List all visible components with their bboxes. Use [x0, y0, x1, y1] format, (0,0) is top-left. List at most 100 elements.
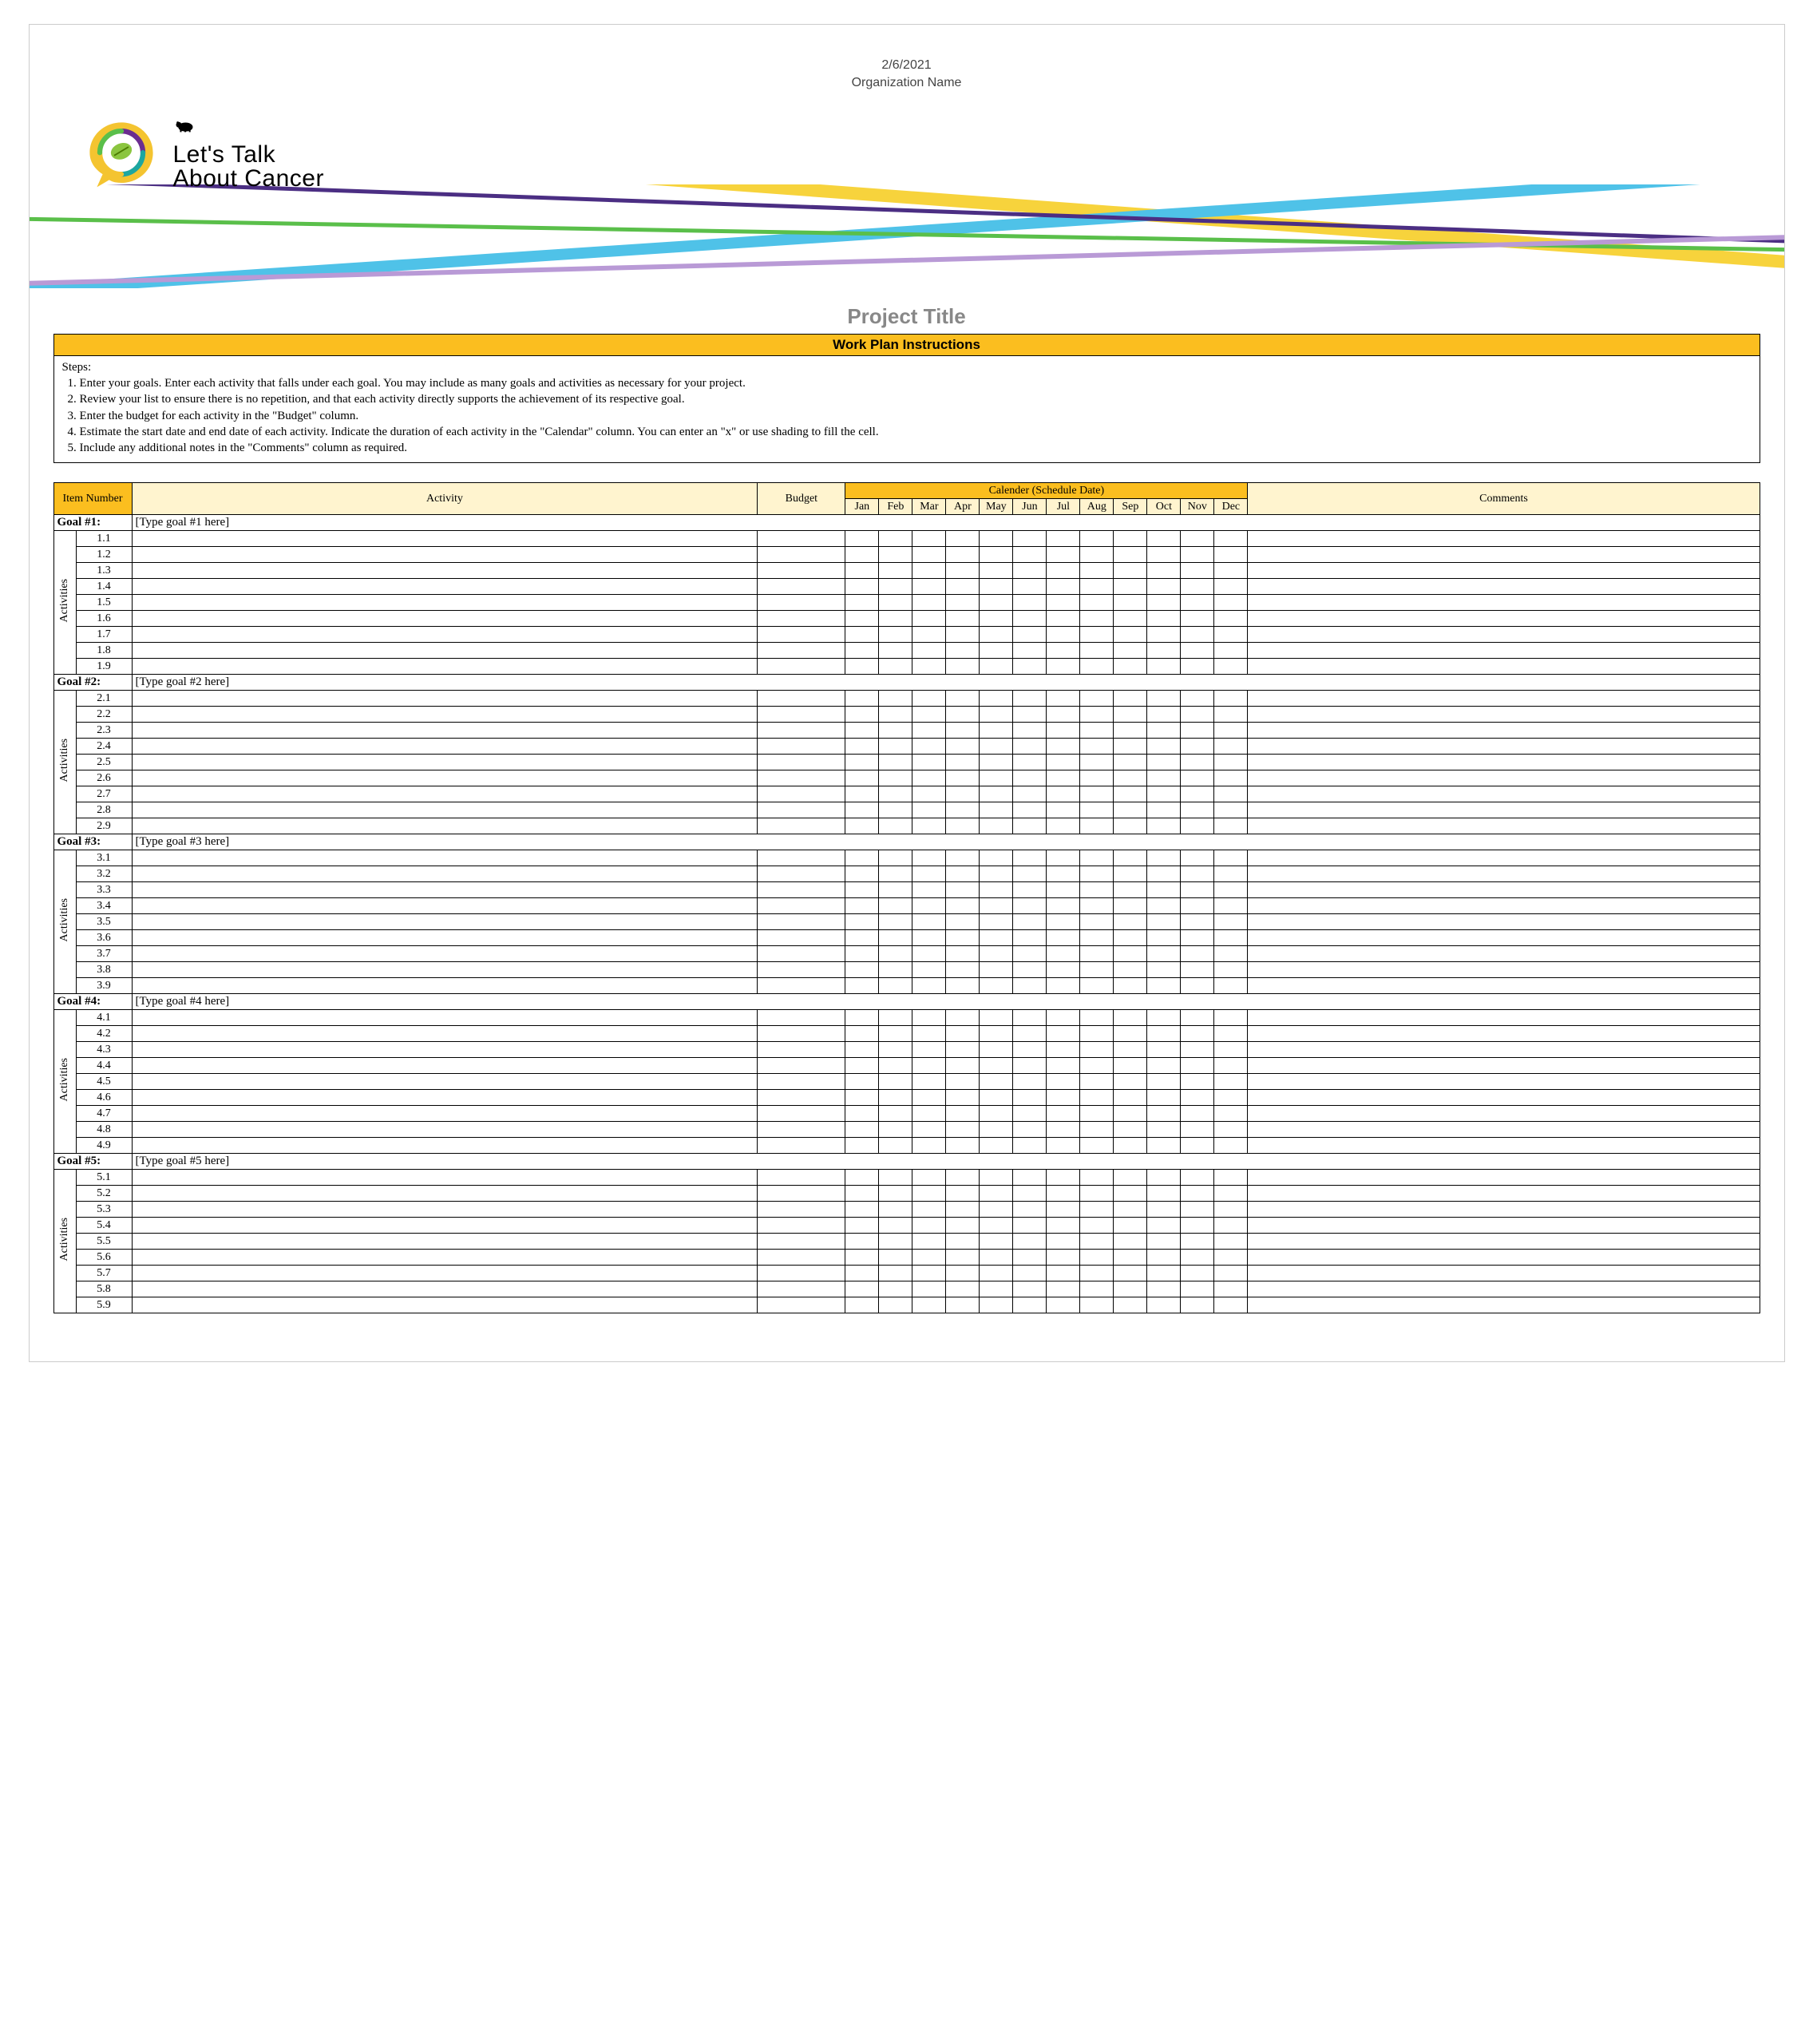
month-cell[interactable] — [879, 1058, 912, 1074]
month-cell[interactable] — [845, 914, 879, 930]
month-cell[interactable] — [1080, 850, 1114, 866]
month-cell[interactable] — [1147, 1250, 1181, 1266]
month-cell[interactable] — [1013, 579, 1047, 595]
month-cell[interactable] — [946, 531, 980, 547]
month-cell[interactable] — [980, 1058, 1013, 1074]
month-cell[interactable] — [1147, 755, 1181, 770]
budget-cell[interactable] — [758, 579, 845, 595]
month-cell[interactable] — [946, 1234, 980, 1250]
month-cell[interactable] — [1114, 1170, 1147, 1186]
month-cell[interactable] — [1013, 930, 1047, 946]
month-cell[interactable] — [1047, 786, 1080, 802]
month-cell[interactable] — [1114, 802, 1147, 818]
comments-cell[interactable] — [1248, 1250, 1760, 1266]
month-cell[interactable] — [1147, 563, 1181, 579]
month-cell[interactable] — [1114, 1297, 1147, 1313]
month-cell[interactable] — [1047, 898, 1080, 914]
month-cell[interactable] — [1214, 1026, 1248, 1042]
month-cell[interactable] — [1147, 531, 1181, 547]
month-cell[interactable] — [1181, 770, 1214, 786]
month-cell[interactable] — [912, 691, 946, 707]
month-cell[interactable] — [1114, 739, 1147, 755]
month-cell[interactable] — [1013, 1026, 1047, 1042]
month-cell[interactable] — [1013, 691, 1047, 707]
month-cell[interactable] — [1114, 1010, 1147, 1026]
month-cell[interactable] — [1013, 1042, 1047, 1058]
month-cell[interactable] — [980, 1297, 1013, 1313]
month-cell[interactable] — [980, 563, 1013, 579]
month-cell[interactable] — [980, 914, 1013, 930]
month-cell[interactable] — [1080, 1106, 1114, 1122]
month-cell[interactable] — [1181, 1106, 1214, 1122]
month-cell[interactable] — [1080, 563, 1114, 579]
month-cell[interactable] — [1214, 882, 1248, 898]
month-cell[interactable] — [1013, 1106, 1047, 1122]
month-cell[interactable] — [1047, 802, 1080, 818]
month-cell[interactable] — [1080, 818, 1114, 834]
month-cell[interactable] — [1013, 978, 1047, 994]
month-cell[interactable] — [912, 882, 946, 898]
month-cell[interactable] — [1114, 611, 1147, 627]
month-cell[interactable] — [1013, 531, 1047, 547]
month-cell[interactable] — [879, 786, 912, 802]
month-cell[interactable] — [1080, 595, 1114, 611]
month-cell[interactable] — [1114, 1026, 1147, 1042]
month-cell[interactable] — [1047, 914, 1080, 930]
month-cell[interactable] — [912, 1250, 946, 1266]
activity-cell[interactable] — [132, 723, 758, 739]
month-cell[interactable] — [1047, 946, 1080, 962]
month-cell[interactable] — [1013, 1074, 1047, 1090]
month-cell[interactable] — [1080, 978, 1114, 994]
month-cell[interactable] — [1047, 1234, 1080, 1250]
budget-cell[interactable] — [758, 850, 845, 866]
month-cell[interactable] — [980, 691, 1013, 707]
month-cell[interactable] — [1013, 946, 1047, 962]
budget-cell[interactable] — [758, 1170, 845, 1186]
month-cell[interactable] — [946, 707, 980, 723]
activity-cell[interactable] — [132, 898, 758, 914]
month-cell[interactable] — [1181, 786, 1214, 802]
month-cell[interactable] — [845, 962, 879, 978]
budget-cell[interactable] — [758, 866, 845, 882]
comments-cell[interactable] — [1248, 547, 1760, 563]
month-cell[interactable] — [912, 563, 946, 579]
month-cell[interactable] — [912, 1058, 946, 1074]
budget-cell[interactable] — [758, 1058, 845, 1074]
month-cell[interactable] — [912, 1122, 946, 1138]
budget-cell[interactable] — [758, 1202, 845, 1218]
month-cell[interactable] — [1147, 770, 1181, 786]
month-cell[interactable] — [1214, 643, 1248, 659]
month-cell[interactable] — [845, 579, 879, 595]
month-cell[interactable] — [1013, 723, 1047, 739]
month-cell[interactable] — [1080, 914, 1114, 930]
month-cell[interactable] — [1114, 962, 1147, 978]
month-cell[interactable] — [946, 786, 980, 802]
comments-cell[interactable] — [1248, 1186, 1760, 1202]
month-cell[interactable] — [980, 850, 1013, 866]
activity-cell[interactable] — [132, 770, 758, 786]
month-cell[interactable] — [1047, 1090, 1080, 1106]
month-cell[interactable] — [845, 1026, 879, 1042]
month-cell[interactable] — [1181, 627, 1214, 643]
month-cell[interactable] — [879, 1042, 912, 1058]
month-cell[interactable] — [879, 818, 912, 834]
comments-cell[interactable] — [1248, 755, 1760, 770]
month-cell[interactable] — [879, 611, 912, 627]
month-cell[interactable] — [1114, 1042, 1147, 1058]
month-cell[interactable] — [912, 547, 946, 563]
activity-cell[interactable] — [132, 563, 758, 579]
month-cell[interactable] — [946, 898, 980, 914]
month-cell[interactable] — [980, 579, 1013, 595]
comments-cell[interactable] — [1248, 770, 1760, 786]
budget-cell[interactable] — [758, 627, 845, 643]
month-cell[interactable] — [1214, 1074, 1248, 1090]
month-cell[interactable] — [1214, 786, 1248, 802]
month-cell[interactable] — [980, 786, 1013, 802]
activity-cell[interactable] — [132, 802, 758, 818]
month-cell[interactable] — [980, 1026, 1013, 1042]
month-cell[interactable] — [980, 595, 1013, 611]
month-cell[interactable] — [1080, 643, 1114, 659]
month-cell[interactable] — [1080, 723, 1114, 739]
month-cell[interactable] — [879, 1026, 912, 1042]
activity-cell[interactable] — [132, 1090, 758, 1106]
